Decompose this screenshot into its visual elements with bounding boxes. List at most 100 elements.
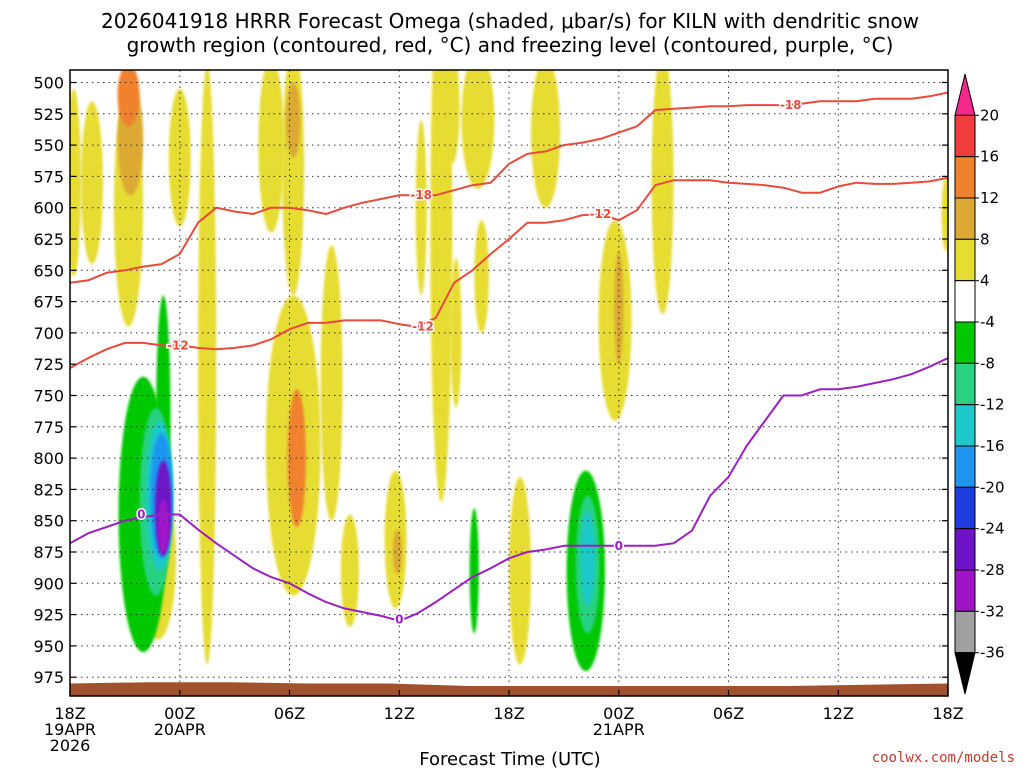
y-tick-label-925: 925 (33, 606, 64, 625)
colorbar-label-10: -24 (980, 520, 1005, 538)
y-tick-label-825: 825 (33, 480, 64, 499)
omega-cell-16 (392, 529, 402, 575)
colorbar-swatch-14 (954, 652, 976, 695)
y-tick-label-550: 550 (33, 136, 64, 155)
omega-cell-17 (415, 120, 427, 296)
x-tick-label-1-1: 20APR (154, 720, 206, 739)
colorbar-label-6: -8 (980, 354, 995, 372)
colorbar-swatch-9 (954, 445, 976, 488)
omega-cell-18 (430, 70, 453, 502)
y-tick-label-725: 725 (33, 355, 64, 374)
x-tick-label-1-0: 00Z (164, 704, 195, 723)
x-tick-label-8-0: 18Z (932, 704, 963, 723)
colorbar-label-0: 20 (980, 106, 999, 124)
colorbar-swatch-1 (954, 114, 976, 158)
x-tick-label-5-1: 21APR (593, 720, 645, 739)
colorbar-swatch-12 (954, 569, 976, 612)
y-tick-label-700: 700 (33, 324, 64, 343)
x-axis-label: Forecast Time (UTC) (419, 749, 600, 768)
colorbar-swatch-13 (954, 610, 976, 654)
contour-label-1-2: -12 (590, 207, 612, 221)
chart-title-line2: growth region (contoured, red, °C) and f… (127, 33, 894, 57)
colorbar-label-13: -36 (980, 644, 1005, 662)
y-tick-label-875: 875 (33, 543, 64, 562)
y-tick-label-575: 575 (33, 167, 64, 186)
colorbar-swatch-2 (954, 156, 976, 199)
y-tick-label-750: 750 (33, 387, 64, 406)
omega-cell-19 (445, 70, 460, 164)
contour-label-0-0: -18 (410, 188, 432, 202)
colorbar-label-8: -16 (980, 437, 1005, 455)
colorbar-label-1: 16 (980, 148, 999, 166)
y-tick-label-950: 950 (33, 637, 64, 656)
pressure-axis: 500 525 550 575 600 625 650 675 700 725 750 775 800 8… (33, 74, 948, 687)
omega-cell-4 (70, 88, 81, 277)
omega-cell-22 (474, 220, 489, 333)
x-tick-label-0-1: 19APR (44, 720, 96, 739)
y-tick-label-975: 975 (33, 668, 64, 687)
x-tick-label-7-0: 12Z (823, 704, 854, 723)
colorbar-label-7: -12 (980, 396, 1005, 414)
colorbar-label-12: -32 (980, 602, 1005, 620)
omega-cell-5 (168, 88, 191, 227)
y-tick-label-625: 625 (33, 230, 64, 249)
colorbar-swatch-8 (954, 404, 976, 447)
x-tick-label-5-0: 00Z (603, 704, 634, 723)
omega-cell-13 (320, 245, 343, 521)
contour-label-1-0: -12 (167, 338, 189, 352)
x-tick-label-2-0: 06Z (274, 704, 305, 723)
colorbar-label-3: 8 (980, 230, 990, 248)
colorbar-label-9: -20 (980, 478, 1005, 496)
contour-0 (70, 91, 948, 284)
contour-label-2-0: 0 (137, 508, 145, 522)
colorbar-label-4: 4 (980, 272, 990, 290)
y-tick-label-650: 650 (33, 261, 64, 280)
contour-label-2-1: 0 (395, 613, 403, 627)
contour-1 (70, 176, 948, 369)
omega-cell-28 (941, 176, 948, 252)
omega-cell-36 (469, 508, 479, 634)
x-tick-label-3-0: 12Z (384, 704, 415, 723)
y-tick-label-675: 675 (33, 293, 64, 312)
colorbar-label-5: -4 (980, 313, 995, 331)
omega-cell-35 (157, 499, 169, 555)
contour-2 (70, 357, 948, 622)
colorbar-label-11: -28 (980, 561, 1005, 579)
colorbar-swatch-0 (954, 73, 976, 116)
omega-cell-14 (340, 514, 359, 628)
colorbar-swatch-11 (954, 528, 976, 571)
colorbar-swatch-5 (954, 280, 976, 323)
omega-colorbar: 20 16 12 8 4 -4 -8 -12 -16 -20 -24 -28 -32 -36 (954, 73, 1005, 695)
contour-label-2-2: 0 (615, 539, 623, 553)
colorbar-swatch-3 (954, 197, 976, 240)
y-tick-label-850: 850 (33, 512, 64, 531)
contour-label-0-1: -18 (780, 98, 802, 112)
omega-shading (70, 70, 948, 671)
colorbar-swatch-10 (954, 486, 976, 530)
y-tick-label-800: 800 (33, 449, 64, 468)
omega-cell-3 (81, 101, 103, 265)
omega-cell-27 (651, 70, 674, 315)
omega-cell-23 (509, 476, 531, 665)
colorbar-swatch-7 (954, 362, 976, 406)
y-tick-label-500: 500 (33, 74, 64, 93)
omega-cell-8 (258, 70, 284, 233)
omega-cell-10 (285, 82, 301, 158)
omega-cell-21 (461, 70, 495, 189)
temperature-contours: -18 -18 -12 -12 -12 0 0 0 (70, 91, 948, 628)
x-tick-label-4-0: 18Z (493, 704, 524, 723)
y-tick-label-525: 525 (33, 105, 64, 124)
x-tick-label-6-0: 06Z (713, 704, 744, 723)
omega-cell-24 (531, 70, 561, 208)
omega-cell-2 (117, 70, 140, 127)
x-tick-label-0-2: 2026 (50, 736, 91, 755)
colorbar-swatch-6 (954, 321, 976, 364)
y-tick-label-600: 600 (33, 199, 64, 218)
colorbar-swatch-4 (954, 238, 976, 282)
y-tick-label-900: 900 (33, 574, 64, 593)
site-credit: coolwx.com/models (872, 750, 1015, 766)
x-tick-label-0-0: 18Z (54, 704, 85, 723)
y-tick-label-775: 775 (33, 418, 64, 437)
